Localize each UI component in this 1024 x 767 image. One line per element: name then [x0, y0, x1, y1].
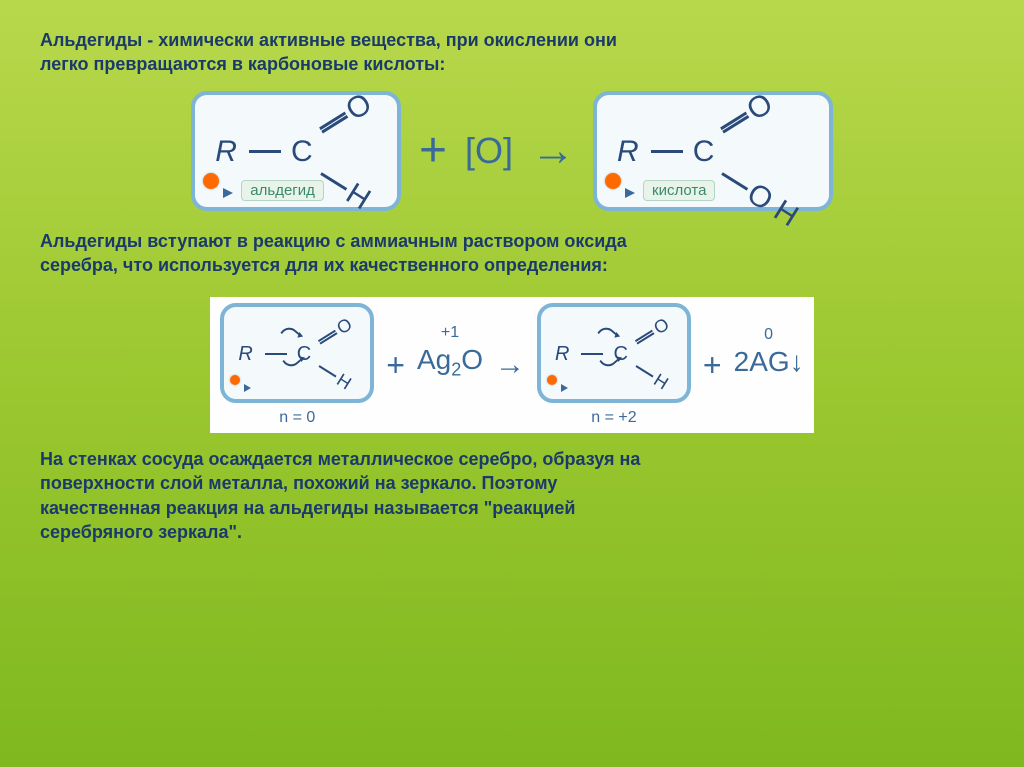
product-coef: 2 — [734, 346, 750, 377]
carbon-atom: C — [291, 135, 313, 169]
acid-label: кислота — [643, 180, 715, 201]
intro-line2: легко превращаются в карбоновые кислоты: — [40, 54, 445, 74]
pointer-icon — [625, 188, 635, 198]
single-bond-icon — [319, 365, 337, 377]
reaction-arrow-icon: → — [495, 348, 525, 382]
cho-group: O H — [323, 117, 377, 187]
r-group: R — [215, 135, 237, 169]
ox-state-left: +1 — [441, 324, 459, 342]
hydroxyl-group: O H — [743, 179, 803, 230]
reaction-arrow-icon: → — [531, 126, 575, 176]
hydrogen-atom: H — [334, 372, 354, 393]
middle-line2: серебра, что используется для их качеств… — [40, 255, 608, 275]
oxidation-n-left: n = 0 — [279, 409, 315, 427]
down-arrow-icon: ↓ — [790, 346, 804, 377]
aldehyde-box: R C O H альдегид — [191, 91, 401, 211]
cooh-group: O O H — [724, 117, 808, 187]
aldehyde-label: альдегид — [241, 180, 324, 201]
conclusion-line1: На стенках сосуда осаждается металлическ… — [40, 449, 640, 469]
oxidant: [O] — [465, 130, 513, 172]
reagent-o: O — [461, 344, 483, 375]
reagent-sub: 2 — [451, 359, 461, 379]
electron-arrow-icon — [597, 324, 619, 345]
bond-icon — [265, 353, 287, 355]
plus-sign: + — [386, 347, 405, 384]
r-group: R — [555, 343, 569, 366]
single-bond-icon — [635, 365, 653, 377]
bond-icon — [581, 353, 603, 355]
marker-dot-icon — [230, 375, 240, 385]
reactant-formula: R C O H — [238, 334, 356, 374]
bond-icon — [249, 150, 281, 153]
hydrogen-atom: H — [341, 179, 374, 213]
ox-state-right: 0 — [764, 326, 773, 344]
pointer-icon — [223, 188, 233, 198]
product-box: R C O H — [537, 303, 691, 403]
double-bond-icon — [635, 329, 655, 344]
double-bond-icon — [721, 111, 750, 133]
electron-arrow-icon — [281, 324, 303, 345]
silver-product: 0 2AG↓ . — [734, 326, 804, 404]
cho-group: O H — [638, 334, 673, 374]
bond-icon — [651, 150, 683, 153]
single-bond-icon — [722, 172, 749, 190]
conclusion-line4: серебряного зеркала". — [40, 522, 242, 542]
acid-box: R C O O H кислота — [593, 91, 833, 211]
oxygen-atom: O — [341, 89, 375, 124]
reagent-formula: Ag2O — [417, 344, 483, 381]
product-ag: AG — [749, 346, 789, 377]
plus-sign: + — [703, 347, 722, 384]
hydrogen-atom: H — [651, 372, 671, 393]
aldehyde-formula: R C O H — [215, 117, 377, 187]
middle-line1: Альдегиды вступают в реакцию с аммиачным… — [40, 231, 627, 251]
pointer-icon — [244, 384, 251, 392]
conclusion-line2: поверхности слой металла, похожий на зер… — [40, 473, 557, 493]
intro-text: Альдегиды - химически активные вещества,… — [40, 28, 984, 77]
oxidation-diagram: R C O H альдегид + [O] → R C O O H кисло… — [40, 91, 984, 211]
product-formula-text: 2AG↓ — [734, 346, 804, 378]
conclusion-line3: качественная реакция на альдегиды называ… — [40, 498, 575, 518]
pointer-icon — [561, 384, 568, 392]
r-group: R — [617, 135, 639, 169]
marker-dot-icon — [605, 173, 621, 189]
intro-line1: Альдегиды - химически активные вещества,… — [40, 30, 617, 50]
middle-text: Альдегиды вступают в реакцию с аммиачным… — [40, 229, 984, 278]
marker-dot-icon — [203, 173, 219, 189]
acid-formula: R C O O H — [617, 117, 809, 187]
product-formula: R C O H — [555, 334, 673, 374]
cho-group: O H — [321, 334, 356, 374]
double-bond-icon — [318, 329, 338, 344]
reactant-box: R C O H — [220, 303, 374, 403]
silver-oxide-reagent: +1 Ag2O . — [417, 324, 483, 407]
oxygen-atom: O — [334, 316, 354, 337]
marker-dot-icon — [547, 375, 557, 385]
conclusion-text: На стенках сосуда осаждается металлическ… — [40, 447, 984, 544]
silver-mirror-diagram: R C O H n = 0 + +1 Ag2O — [210, 297, 813, 433]
carbon-atom: C — [693, 135, 715, 169]
double-bond-icon — [319, 111, 348, 133]
r-group: R — [238, 343, 252, 366]
oxidation-n-right: n = +2 — [591, 409, 636, 427]
reagent-ag: Ag — [417, 344, 451, 375]
oxygen-atom: O — [743, 89, 777, 124]
plus-sign: + — [419, 123, 447, 178]
